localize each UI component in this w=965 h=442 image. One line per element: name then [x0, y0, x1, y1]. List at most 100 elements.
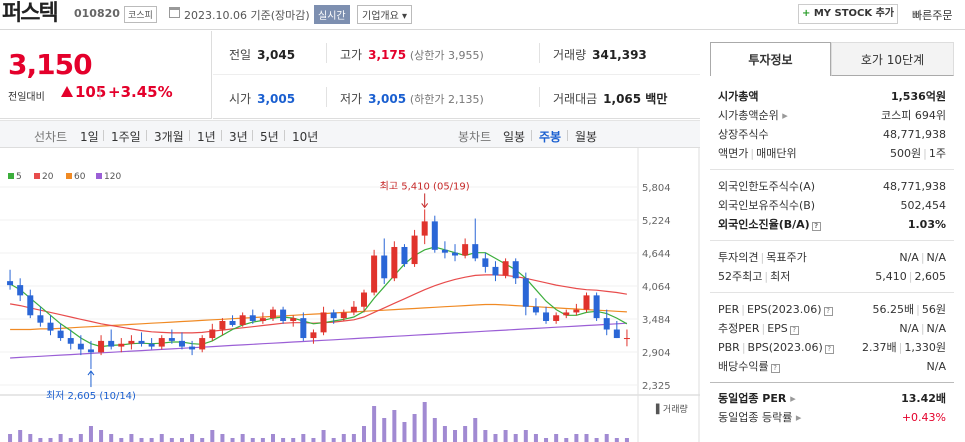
period-weekly[interactable]: 주봉	[539, 130, 562, 144]
volume-bar	[18, 430, 23, 442]
help-icon[interactable]: ?	[824, 345, 834, 354]
volume-bar	[422, 402, 427, 442]
foreign-hold-value: 502,454	[900, 199, 947, 212]
period-1d[interactable]: 1일	[80, 130, 99, 144]
volume-bar	[402, 422, 407, 442]
tab-investment-info[interactable]: 투자정보	[710, 42, 831, 76]
open-label: 시가	[229, 92, 252, 106]
foreign-limit-value: 48,771,938	[883, 180, 946, 193]
company-overview-button[interactable]: 기업개요 ▾	[357, 5, 413, 24]
period-5y[interactable]: 5년	[260, 130, 279, 144]
realtime-button[interactable]: 실시간	[314, 5, 350, 24]
period-3m[interactable]: 3개월	[154, 130, 184, 144]
stock-chart[interactable]: 5,804 5,224 4,644 4,064 3,484 2,904 2,325 ▌거래량…	[0, 148, 700, 442]
tab-order-book[interactable]: 호가 10단계	[831, 42, 954, 76]
help-icon[interactable]: ?	[823, 307, 833, 316]
period-10y[interactable]: 10년	[292, 130, 319, 144]
pbr-bps-value: 2.37배 | 1,330원	[862, 338, 946, 357]
legend-swatch	[96, 173, 102, 179]
volume-bar	[149, 438, 154, 442]
week52-label: 52주최고 | 최저	[718, 267, 790, 286]
volume-bar	[48, 438, 53, 442]
help-icon[interactable]: ?	[770, 364, 780, 373]
my-stock-add-button[interactable]: + MY STOCK 추가	[798, 4, 898, 24]
candle-down	[330, 312, 337, 319]
volume-bar	[604, 434, 609, 442]
period-daily[interactable]: 일봉	[503, 130, 526, 144]
foreign-hold-row: 외국인보유주식수(B) 502,454	[718, 196, 946, 215]
open-price: 시가 3,005	[229, 90, 295, 107]
volume-bar	[190, 434, 195, 442]
legend-swatch	[66, 173, 72, 179]
week52-row: 52주최고 | 최저 5,410 | 2,605	[718, 267, 946, 286]
candle-up	[290, 318, 297, 321]
per-eps-label: PER | EPS(2023.06)?	[718, 300, 833, 319]
candle-down	[138, 340, 145, 344]
period-monthly[interactable]: 월봉	[575, 130, 598, 144]
est-per-eps-label: 추정PER | EPS?	[718, 319, 799, 338]
candle-down	[27, 295, 34, 316]
divider	[284, 130, 285, 141]
candle-down	[17, 285, 24, 296]
divider: |	[920, 251, 925, 264]
y-tick-label: 2,325	[642, 381, 671, 392]
volume-bar	[544, 438, 549, 442]
candle-down	[178, 340, 185, 347]
chart-period-bar: 선차트 1일 1주일 3개월 1년 3년 5년 10년 봉차트 일봉 주봉 월봉	[0, 120, 700, 148]
high-arrow-icon	[421, 203, 429, 209]
sector-change-text: 동일업종 등락률	[718, 411, 793, 424]
period-3y[interactable]: 3년	[229, 130, 248, 144]
volume-bar	[8, 434, 13, 442]
volume-bar	[159, 434, 164, 442]
candle-down	[603, 318, 610, 330]
pbr-label: PBR	[718, 341, 740, 354]
period-1y[interactable]: 1년	[197, 130, 216, 144]
candle-down	[613, 329, 620, 339]
dividend-row: 배당수익률? N/A	[718, 357, 946, 376]
help-icon[interactable]: ?	[811, 222, 821, 231]
summary-row-2: 시가 3,005 저가 3,005 (하한가 2,135) 거래대금 1,065 백만	[213, 75, 700, 119]
help-icon[interactable]: ?	[789, 326, 799, 335]
volume-bar	[139, 438, 144, 442]
date-text: 2023.10.06 기준(장마감)	[184, 7, 310, 23]
opinion-value: N/A	[899, 251, 919, 264]
volume-bars	[8, 402, 629, 442]
candle-up	[462, 244, 469, 256]
face-value-row: 액면가 | 매매단위 500원 | 1주	[718, 144, 946, 163]
period-1w[interactable]: 1주일	[111, 130, 141, 144]
candle-up	[421, 221, 428, 236]
volume-bar	[362, 426, 367, 442]
pbr-bps-label: PBR | BPS(2023.06)?	[718, 338, 834, 357]
per-value: 56.25배	[872, 303, 915, 316]
volume-bar	[473, 418, 478, 442]
cap-rank-row: 시가총액순위 ▸ 코스피 694위	[718, 106, 946, 125]
low-value: 3,005	[368, 92, 407, 106]
candle-down	[532, 306, 539, 313]
quick-order-link[interactable]: 빠른주문	[912, 9, 953, 22]
opinion-label: 투자의견	[718, 251, 759, 264]
low-price: 저가 3,005 (하한가 2,135)	[340, 90, 484, 107]
candle-up	[209, 329, 216, 339]
volume-bar	[58, 434, 63, 442]
y-tick-label: 5,804	[642, 183, 671, 194]
company-overview-label: 기업개요	[362, 11, 399, 22]
legend-swatch	[34, 173, 40, 179]
stock-header: 퍼스텍 010820 코스피 2023.10.06 기준(장마감) 실시간 기업…	[0, 0, 965, 30]
volume-bar	[554, 434, 559, 442]
candle-up	[623, 338, 630, 340]
candle-down	[37, 315, 44, 323]
candle-up	[411, 235, 418, 265]
prev-close-label: 전일	[229, 48, 252, 62]
candle-down	[441, 249, 448, 253]
y-tick-label: 4,064	[642, 282, 671, 293]
volume-bar	[624, 438, 629, 442]
divider	[326, 87, 327, 107]
candles	[7, 209, 630, 370]
candle-up	[158, 338, 165, 347]
calendar-icon	[169, 7, 180, 18]
eps-label: EPS(2023.06)	[746, 303, 822, 316]
est-per-eps-value: N/A | N/A	[899, 319, 946, 338]
volume-bar	[109, 434, 114, 442]
volume-bar	[412, 414, 417, 442]
volume-bar	[483, 430, 488, 442]
